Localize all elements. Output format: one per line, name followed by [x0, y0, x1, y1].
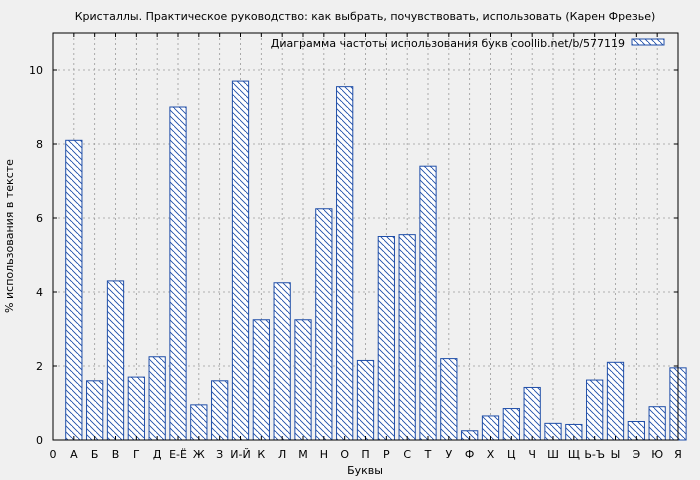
bar-6 [169, 106, 187, 441]
x-tick-label: Н [320, 448, 328, 461]
bar-11 [273, 282, 291, 441]
bar-14 [336, 86, 354, 441]
x-tick-label: Ю [651, 448, 663, 461]
bar-18 [419, 165, 437, 441]
x-tick-label: К [257, 448, 265, 461]
x-tick-label: Х [487, 448, 495, 461]
grid [53, 33, 678, 440]
bar-23 [523, 386, 541, 441]
bars [65, 80, 687, 441]
bar-1 [65, 139, 83, 441]
y-tick-label: 6 [36, 212, 43, 225]
x-tick-label: Г [133, 448, 140, 461]
bar-16 [377, 236, 395, 441]
bar-2 [86, 380, 104, 441]
x-tick-label: Е-Ё [169, 448, 187, 461]
y-tick-label: 2 [36, 360, 43, 373]
x-tick-label: В [112, 448, 120, 461]
y-axis-label: % использования в тексте [3, 159, 16, 313]
x-tick-label: Ш [547, 448, 559, 461]
x-tick-label: Р [383, 448, 390, 461]
x-tick-label: Ж [193, 448, 205, 461]
bar-26 [586, 379, 604, 441]
bar-4 [127, 376, 145, 441]
x-tick-label: Щ [568, 448, 580, 461]
x-tick-label: П [361, 448, 369, 461]
x-tick-label: А [70, 448, 78, 461]
bar-3 [106, 280, 125, 441]
bar-29 [648, 406, 666, 441]
x-tick-label: Д [153, 448, 162, 461]
x-tick-label: Т [424, 448, 432, 461]
y-tick-label: 0 [36, 434, 43, 447]
bar-13 [315, 208, 333, 441]
x-tick-label: Ц [507, 448, 516, 461]
y-tick-label: 10 [29, 64, 43, 77]
x-tick-label: Я [674, 448, 682, 461]
bar-8 [211, 380, 229, 441]
x-tick-label: Б [91, 448, 99, 461]
bar-12 [294, 319, 312, 441]
x-tick-label: Ч [528, 448, 536, 461]
y-tick-label: 4 [36, 286, 43, 299]
bar-27 [606, 361, 625, 441]
bar-10 [252, 319, 270, 441]
x-tick-label: Э [632, 448, 640, 461]
x-tick-label: Ь-Ъ [584, 448, 605, 461]
x-tick-label: О [340, 448, 349, 461]
x-axis-label: Буквы [347, 464, 383, 477]
x-tick-label: Л [278, 448, 286, 461]
x-tick-label: Ф [465, 448, 474, 461]
x-tick-label: М [298, 448, 308, 461]
chart-title: Кристаллы. Практическое руководство: как… [75, 10, 656, 23]
bar-22 [502, 408, 520, 441]
bar-15 [356, 359, 375, 441]
legend-swatch [631, 38, 665, 46]
x-tick-label: Ы [611, 448, 621, 461]
bar-7 [190, 404, 208, 441]
bar-17 [398, 234, 416, 441]
x-tick-label: У [445, 448, 452, 461]
x-tick-label: И-Й [230, 448, 250, 461]
x-tick-label: 0 [50, 448, 57, 461]
x-tick-label: С [403, 448, 411, 461]
legend-label: Диаграмма частоты использования букв coo… [271, 37, 625, 50]
bar-5 [148, 356, 166, 441]
bar-19 [440, 358, 458, 441]
legend: Диаграмма частоты использования букв coo… [271, 37, 665, 50]
bar-9 [231, 80, 250, 441]
x-tick-label: З [216, 448, 223, 461]
y-tick-label: 8 [36, 138, 43, 151]
